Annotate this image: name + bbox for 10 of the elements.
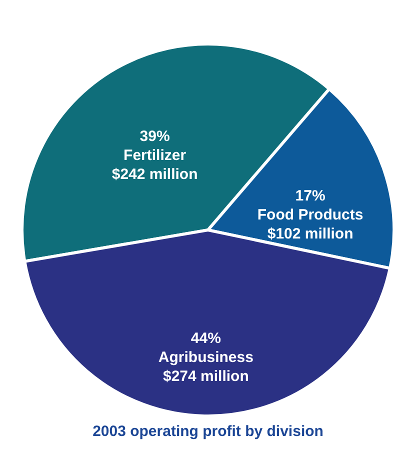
text: 2003 operating profit by division [92, 423, 324, 440]
slice-label: Food Products [257, 206, 364, 224]
data-label: 17% [295, 187, 326, 204]
data-label: 44% [190, 330, 221, 347]
slice-label: Fertilizer [124, 147, 186, 164]
text: $274 million [163, 368, 249, 385]
text: $102 million [267, 225, 354, 242]
slice-label: Agribusiness [158, 348, 254, 366]
data-label: 39% [140, 128, 170, 146]
text: $242 million [112, 166, 198, 184]
